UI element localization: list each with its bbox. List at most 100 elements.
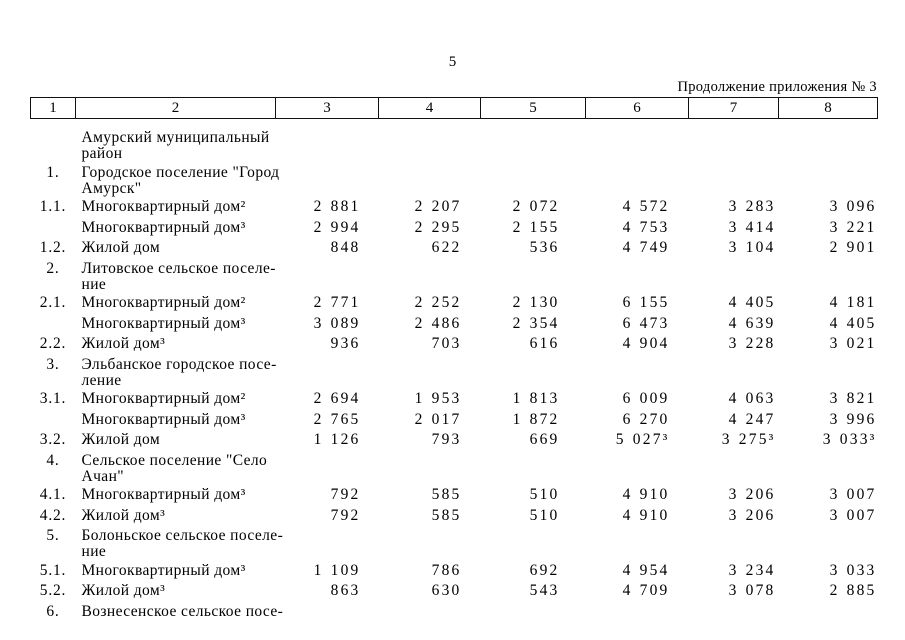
row-label-cell: Сельское поселение "Село Ачан" xyxy=(81,451,268,485)
value-cell xyxy=(586,450,689,485)
row-label-cell: Многоквартирный дом² xyxy=(81,390,246,407)
value-cell: 585 xyxy=(431,486,462,503)
value-cell: 1 872 xyxy=(512,410,560,428)
value-cell: 2 765 xyxy=(313,410,361,428)
value-cell: 3 033³ xyxy=(822,431,877,448)
value-cell: 4 910 xyxy=(622,486,670,503)
value-cell: 2 130 xyxy=(512,294,560,311)
value-cell: 4 910 xyxy=(622,506,670,524)
row-number-cell: 1. xyxy=(46,163,60,181)
value-cell xyxy=(481,354,586,389)
value-cell: 3 206 xyxy=(728,486,776,503)
value-cell: 692 xyxy=(529,561,560,579)
row-label-cell: Многоквартирный дом³ xyxy=(81,314,246,332)
value-cell: 6 270 xyxy=(622,410,670,428)
value-cell xyxy=(586,119,689,163)
value-cell: 2 694 xyxy=(313,390,361,407)
value-cell xyxy=(779,601,878,620)
value-cell: 2 072 xyxy=(512,198,560,215)
value-cell: 2 295 xyxy=(414,218,462,236)
row-label-cell: Вознесенское сельское посе- xyxy=(81,602,284,620)
value-cell: 1 109 xyxy=(313,561,361,579)
row-label-cell: Жилой дом xyxy=(81,431,161,448)
value-cell: 3 206 xyxy=(728,506,776,524)
appendix-continuation-label: Продолжение приложения № 3 xyxy=(677,79,877,95)
value-cell xyxy=(276,526,379,561)
row-label-cell: Городское поселение "Город Амурск" xyxy=(81,163,280,197)
value-cell xyxy=(779,450,878,485)
value-cell xyxy=(276,354,379,389)
value-cell: 543 xyxy=(529,582,560,599)
section-row: 5. Болоньское сельское поселе- ние xyxy=(31,526,878,561)
value-cell xyxy=(379,601,481,620)
table-body: Амурский муниципальный район 1. Городское … xyxy=(31,119,878,620)
value-cell xyxy=(586,162,689,197)
section-row: Амурский муниципальный район xyxy=(31,119,878,163)
value-cell: 3 033 xyxy=(829,561,877,579)
row-label-cell: Жилой дом xyxy=(81,239,161,256)
row-number-cell: 3.2. xyxy=(39,431,67,448)
data-row: Многоквартирный дом³ 2 994 2 295 2 155 4 753… xyxy=(31,217,878,238)
value-cell xyxy=(276,119,379,163)
value-cell: 3 104 xyxy=(728,239,776,256)
value-cell xyxy=(276,162,379,197)
row-number-cell: 4. xyxy=(46,451,60,469)
row-label-cell: Жилой дом³ xyxy=(81,506,166,524)
data-row: 5.1. Многоквартирный дом³ 1 109 786 692 4 954… xyxy=(31,560,878,581)
row-number-cell xyxy=(31,409,76,430)
column-header-2: 2 xyxy=(75,97,276,119)
value-cell: 669 xyxy=(529,431,560,448)
value-cell: 2 901 xyxy=(829,239,877,256)
value-cell: 786 xyxy=(431,561,462,579)
value-cell xyxy=(481,258,586,293)
value-cell xyxy=(481,450,586,485)
value-cell: 2 017 xyxy=(414,410,462,428)
data-row: 1.2. Жилой дом 848 622 536 4 749 3 104 2 901 xyxy=(31,238,878,259)
row-label-cell: Болоньское сельское поселе- ние xyxy=(81,527,284,560)
value-cell xyxy=(379,162,481,197)
value-cell xyxy=(586,601,689,620)
value-cell: 5 027³ xyxy=(615,431,670,448)
value-cell xyxy=(379,450,481,485)
data-row: Многоквартирный дом³ 3 089 2 486 2 354 6 473… xyxy=(31,313,878,334)
value-cell xyxy=(689,526,779,561)
value-cell xyxy=(689,354,779,389)
value-cell: 4 405 xyxy=(728,294,776,311)
value-cell: 2 252 xyxy=(414,294,462,311)
row-number-cell: 5.2. xyxy=(39,582,67,599)
row-number-cell: 2.1. xyxy=(39,294,67,311)
value-cell xyxy=(379,258,481,293)
value-cell xyxy=(586,258,689,293)
page-number: 5 xyxy=(448,54,457,70)
value-cell: 510 xyxy=(529,486,560,503)
row-label-cell: Многоквартирный дом³ xyxy=(81,218,246,236)
value-cell: 2 771 xyxy=(313,294,361,311)
value-cell: 2 994 xyxy=(313,218,361,236)
value-cell: 4 753 xyxy=(622,218,670,236)
row-label-cell: Многоквартирный дом² xyxy=(81,294,246,311)
row-label-cell: Многоквартирный дом³ xyxy=(81,561,246,579)
row-number-cell: 6. xyxy=(46,602,60,620)
column-header-6: 6 xyxy=(585,97,689,119)
row-number-cell: 3. xyxy=(46,355,60,373)
value-cell: 510 xyxy=(529,506,560,524)
value-cell: 4 247 xyxy=(728,410,776,428)
value-cell: 792 xyxy=(330,486,361,503)
row-label-cell: Жилой дом³ xyxy=(81,582,166,599)
value-cell: 2 354 xyxy=(512,314,560,332)
value-cell: 2 486 xyxy=(414,314,462,332)
value-cell xyxy=(379,119,481,163)
data-row: Многоквартирный дом³ 2 765 2 017 1 872 6 270… xyxy=(31,409,878,430)
section-row: 2. Литовское сельское поселе- ние xyxy=(31,258,878,293)
value-cell: 1 126 xyxy=(313,431,361,448)
value-cell xyxy=(779,258,878,293)
data-row: 2.1. Многоквартирный дом² 2 771 2 252 2 130 6… xyxy=(31,293,878,314)
value-cell: 3 007 xyxy=(829,486,877,503)
value-cell xyxy=(689,450,779,485)
value-cell: 863 xyxy=(330,582,361,599)
row-label-cell: Амурский муниципальный район xyxy=(81,129,270,162)
value-cell: 6 473 xyxy=(622,314,670,332)
column-header-3: 3 xyxy=(275,97,379,119)
